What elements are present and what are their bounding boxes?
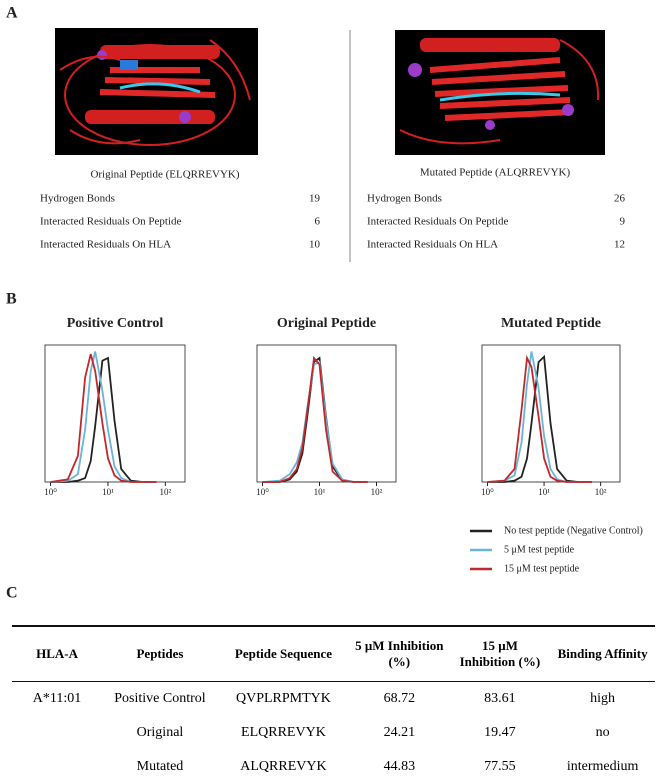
histogram-curve [50,353,157,483]
x-tick-label: 10² [595,487,607,497]
table-cell: 44.83 [383,759,416,774]
table-cell: high [590,691,616,706]
table-row: Original ELQRREVYK 24.21 19.47 no [12,716,655,750]
table-cell: Mutated [136,759,184,774]
table-cell: 19.47 [484,725,516,740]
panel-label: A [6,5,18,22]
column-header: HLA-A [12,626,103,682]
histogram-curve [262,355,368,483]
stat-value: 26 [614,193,626,205]
column-header: Binding Affinity [550,626,655,682]
table-cell: Original [136,725,184,740]
plot-title: Original Peptide [277,316,376,331]
table-cell: 24.21 [383,725,416,740]
stat-label: Interacted Residuals On HLA [367,239,498,251]
x-tick-label: 10⁰ [256,487,269,497]
table-cell: QVPLRPMTYK [235,691,331,706]
table-cell: A*11:01 [32,691,82,706]
histogram-curve [262,360,368,483]
stat-value: 12 [614,239,625,251]
table-cell: intermedium [566,759,639,774]
panel-label: C [6,585,18,602]
table-row: Mutated ALQRREVYK 44.83 77.55 intermedium [12,750,655,780]
results-table: HLA-A Peptides Peptide Sequence 5 μM Inhibi… [12,625,655,780]
protein-image [55,28,258,155]
table-cell [12,750,102,780]
legend-label: 15 μM test peptide [504,563,580,574]
stat-value: 19 [309,193,321,205]
column-header: Peptide Sequence [217,626,350,682]
stat-value: 6 [315,216,321,228]
protein-image [395,30,605,155]
stat-label: Hydrogen Bonds [40,193,115,205]
plot-frame [481,344,621,483]
stat-label: Interacted Residuals On HLA [40,239,171,251]
plot-title: Positive Control [67,316,164,331]
x-tick-label: 10¹ [538,487,550,497]
table-row: A*11:01 Positive Control QVPLRPMTYK 68.72 83… [12,682,655,717]
legend-label: No test peptide (Negative Control) [504,525,643,536]
panel-label: B [6,291,17,308]
column-header: 15 μM Inhibition (%) [449,626,551,682]
histogram-curve [262,356,368,483]
plot-frame [256,344,397,483]
histogram-curve [487,354,592,483]
stat-value: 10 [309,239,321,251]
column-header: 5 μM Inhibition (%) [349,626,450,682]
caption: Original Peptide (ELQRREVYK) [90,169,239,181]
stat-label: Interacted Residuals On Peptide [367,216,509,228]
stat-value: 9 [620,216,626,228]
caption: Mutated Peptide (ALQRREVYK) [420,167,571,179]
table-cell: 77.55 [484,759,516,774]
x-tick-label: 10⁰ [481,487,494,497]
x-tick-label: 10¹ [314,487,326,497]
x-tick-label: 10² [371,487,383,497]
histogram-curve [487,351,592,483]
histogram-curve [50,351,157,483]
histogram-curve [487,354,592,483]
stat-label: Interacted Residuals On Peptide [40,216,182,228]
table-cell: Positive Control [114,691,206,706]
legend-label: 5 μM test peptide [504,544,575,555]
table-cell: 83.61 [484,691,516,706]
x-tick-label: 10² [159,487,171,497]
table-cell: no [595,725,610,740]
plot-title: Mutated Peptide [501,316,601,331]
histogram-curve [50,356,157,483]
plot-frame [44,344,186,483]
stat-label: Hydrogen Bonds [367,193,442,205]
table-cell: 68.72 [383,691,416,706]
x-tick-label: 10⁰ [44,487,57,497]
table-cell [12,716,102,750]
table-cell: ELQRREVYK [241,725,326,740]
column-header: Peptides [102,626,218,682]
x-tick-label: 10¹ [102,487,114,497]
table-cell: ALQRREVYK [240,759,327,774]
